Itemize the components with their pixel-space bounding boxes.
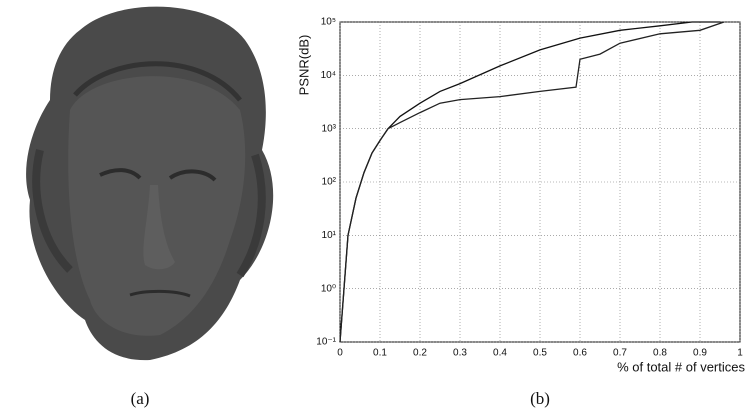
y-tick-label: 10⁰ [321,283,336,294]
caption: (b) [530,389,550,408]
head-rendering [26,6,274,361]
x-tick-label: 0.9 [693,348,707,359]
x-tick-label: 0.8 [653,348,667,359]
x-tick-label: 1 [737,348,743,359]
y-tick-label: 10⁴ [321,70,336,81]
x-tick-label: 0 [337,348,343,359]
x-tick-label: 0.2 [413,348,427,359]
x-tick-label: 0.5 [533,348,547,359]
x-tick-label: 0.1 [373,348,387,359]
y-tick-label: 10¹ [322,230,337,241]
y-tick-label: 10² [322,177,337,188]
y-tick-label: 10⁵ [321,17,336,28]
x-tick-label: 0.7 [613,348,627,359]
caption: (a) [131,389,150,408]
x-tick-label: 0.4 [493,348,507,359]
x-axis-label: % of total # of vertices [617,359,745,374]
y-axis-label: PSNR(dB) [296,35,311,96]
y-tick-label: 10⁻¹ [316,337,336,348]
data-line [339,21,725,343]
x-tick-label: 0.6 [573,348,587,359]
y-tick-label: 10³ [322,123,337,134]
x-tick-label: 0.3 [453,348,467,359]
